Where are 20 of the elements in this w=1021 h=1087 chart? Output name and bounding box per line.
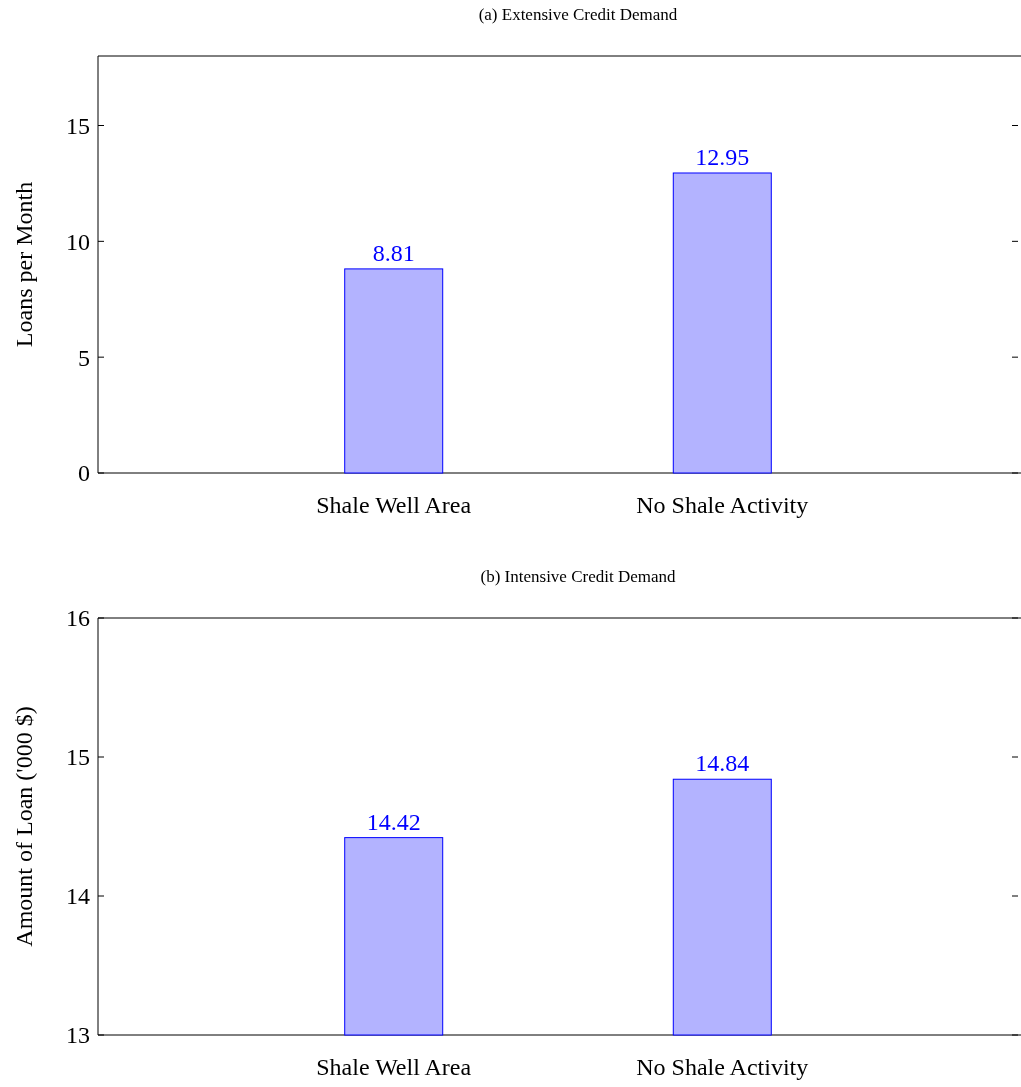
data-label: 14.84 [695, 750, 750, 777]
y-tick-label: 15 [66, 744, 90, 771]
y-tick-label: 13 [66, 1022, 90, 1049]
x-tick-label: No Shale Activity [636, 1054, 809, 1080]
y-tick-label: 10 [66, 228, 90, 255]
x-tick-label: No Shale Activity [636, 492, 809, 518]
chart-title: (a) Extensive Credit Demand [478, 5, 678, 24]
data-label: 14.42 [366, 808, 421, 835]
y-tick-label: 16 [66, 605, 90, 632]
y-axis-title: Loans per Month [11, 181, 37, 348]
x-tick-label: Shale Well Area [316, 1054, 472, 1080]
data-label: 8.81 [372, 239, 415, 266]
data-label: 12.95 [695, 143, 750, 170]
y-tick-label: 5 [78, 344, 90, 371]
x-tick-label: Shale Well Area [316, 492, 472, 518]
y-tick-label: 15 [66, 112, 90, 139]
y-tick-label: 0 [78, 460, 90, 487]
y-tick-label: 14 [66, 883, 90, 910]
y-axis-title: Amount of Loan ('000 $) [11, 706, 37, 947]
chart-title: (b) Intensive Credit Demand [480, 567, 676, 586]
